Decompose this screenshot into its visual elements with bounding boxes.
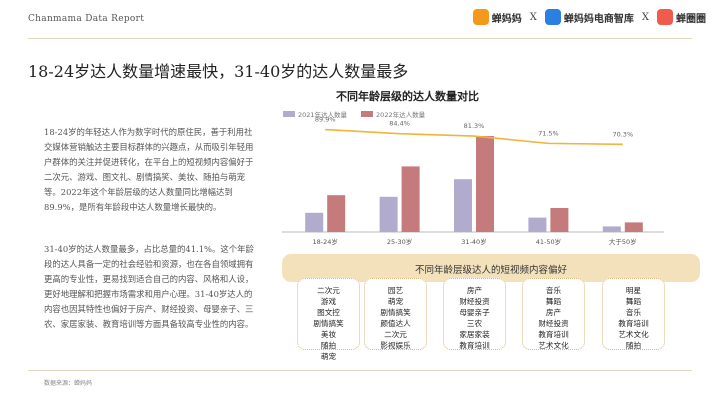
brand-name: 蝉妈妈电商智库 xyxy=(563,13,634,25)
preference-item: 萌宠 xyxy=(387,297,404,306)
chart-legend: 2021年达人数量 2022年达人数量 xyxy=(283,109,425,119)
preference-item: 财经投资 xyxy=(538,319,569,328)
preference-item: 艺术文化 xyxy=(618,330,649,339)
preference-item: 音乐 xyxy=(625,308,642,317)
header-divider xyxy=(28,38,692,39)
preference-item: 随拍 xyxy=(625,341,642,350)
preference-item: 母婴亲子 xyxy=(459,308,490,317)
brand-separator: X xyxy=(529,11,537,23)
preference-item: 影视娱乐 xyxy=(380,341,411,350)
source-note: 数据来源：蝉妈妈 xyxy=(44,380,93,387)
x-tick-label: 41-50岁 xyxy=(536,237,561,246)
preference-item: 房产 xyxy=(466,286,483,295)
preference-item: 音乐 xyxy=(545,286,562,295)
paragraph-31-40: 31-40岁的达人数量最多，占比总量的41.1%。这个年龄段的达人具备一定的社会… xyxy=(44,244,254,329)
x-tick-label: 18-24岁 xyxy=(313,237,338,246)
growth-rate-label: 71.5% xyxy=(538,129,559,137)
paragraph-18-24: 18-24岁的年轻达人作为数字时代的原住民，善于利用社交媒体营销触达主要目标群体… xyxy=(44,127,254,212)
chanmama-think-tank-logo-icon xyxy=(544,9,561,25)
preference-column-5: 明星舞蹈音乐教育培训艺术文化随拍 xyxy=(602,278,665,350)
preference-item: 财经投资 xyxy=(459,297,490,306)
legend-label-2021: 2021年达人数量 xyxy=(298,111,348,119)
brand-logos: 蝉妈妈 X 蝉妈妈电商智库 X 蝉圈圈 xyxy=(472,9,706,25)
preference-column-2: 园艺萌宠剧情搞笑颜值达人二次元影视娱乐 xyxy=(364,278,427,350)
bar-2021-2 xyxy=(454,179,472,232)
brand-logo-chanquanquan: 蝉圈圈 xyxy=(657,9,706,25)
growth-rate-label: 89.9% xyxy=(315,116,336,124)
preference-item: 美妆 xyxy=(320,330,337,339)
bar-2022-4 xyxy=(624,222,643,232)
chanquanquan-logo-icon xyxy=(657,9,673,25)
brand-separator: X xyxy=(641,11,649,23)
report-header-text: Chanmama Data Report xyxy=(28,14,145,24)
legend-label-2022: 2022年达人数量 xyxy=(376,111,426,119)
preference-item: 舞蹈 xyxy=(625,297,642,306)
footer-divider xyxy=(28,370,692,371)
brand-name: 蝉圈圈 xyxy=(676,13,706,25)
growth-rate-label: 84.4% xyxy=(389,120,410,128)
bar-2022-1 xyxy=(401,166,420,232)
legend-item-2022: 2022年达人数量 xyxy=(361,109,425,119)
preference-title-band: 不同年龄层级达人的短视频内容偏好 xyxy=(282,254,700,282)
preference-item: 萌宠 xyxy=(320,352,337,361)
preference-item: 二次元 xyxy=(384,330,407,339)
growth-rate-label: 70.3% xyxy=(612,130,633,138)
x-tick-label: 31-40岁 xyxy=(461,237,486,246)
brand-logo-think-tank: 蝉妈妈电商智库 xyxy=(544,9,634,25)
preference-column-3: 房产财经投资母婴亲子三农家居家装教育培训 xyxy=(443,278,506,350)
growth-rate-label: 81.3% xyxy=(464,122,485,130)
x-tick-label: 25-30岁 xyxy=(387,237,412,246)
bar-2022-2 xyxy=(476,136,494,232)
preference-item: 游戏 xyxy=(320,297,337,306)
page-title: 18-24岁达人数量增速最快，31-40岁的达人数量最多 xyxy=(28,62,409,81)
preference-item: 舞蹈 xyxy=(545,297,562,306)
preference-item: 剧情搞笑 xyxy=(380,308,411,317)
preference-item: 家居家装 xyxy=(459,330,490,339)
preference-column-4: 音乐舞蹈房产财经投资教育培训艺术文化 xyxy=(522,278,585,350)
preference-title: 不同年龄层级达人的短视频内容偏好 xyxy=(414,265,567,276)
bar-2021-1 xyxy=(379,196,398,232)
bar-2021-0 xyxy=(305,212,324,232)
legend-swatch-2021 xyxy=(283,111,295,117)
growth-rate-line xyxy=(325,128,623,146)
bar-2022-0 xyxy=(327,195,346,232)
preference-column-1: 二次元游戏图文控剧情搞笑美妆随拍萌宠 xyxy=(297,278,360,361)
preference-item: 教育培训 xyxy=(459,341,490,350)
bar-2021-3 xyxy=(528,217,547,232)
preference-item: 随拍 xyxy=(320,341,337,350)
chanmama-logo-icon xyxy=(472,9,489,25)
legend-swatch-2022 xyxy=(361,111,374,117)
preference-item: 图文控 xyxy=(317,308,340,317)
preference-item: 房产 xyxy=(545,308,562,317)
bar-2022-3 xyxy=(550,208,569,232)
preference-item: 艺术文化 xyxy=(538,341,569,350)
brand-logo-chanmama: 蝉妈妈 xyxy=(472,9,522,25)
preference-item: 教育培训 xyxy=(618,319,649,328)
preference-item: 颜值达人 xyxy=(380,319,411,328)
brand-name: 蝉妈妈 xyxy=(491,13,522,25)
chart-title: 不同年龄层级的达人数量对比 xyxy=(336,90,479,103)
preference-item: 二次元 xyxy=(317,286,340,295)
x-tick-label: 大于50岁 xyxy=(609,237,637,246)
preference-item: 园艺 xyxy=(387,286,404,295)
preference-item: 三农 xyxy=(466,319,483,328)
bar-2021-4 xyxy=(602,226,621,232)
preference-item: 剧情搞笑 xyxy=(313,319,344,328)
preference-item: 教育培训 xyxy=(538,330,569,339)
legend-item-2021: 2021年达人数量 xyxy=(283,109,347,119)
preference-item: 明星 xyxy=(625,286,642,295)
